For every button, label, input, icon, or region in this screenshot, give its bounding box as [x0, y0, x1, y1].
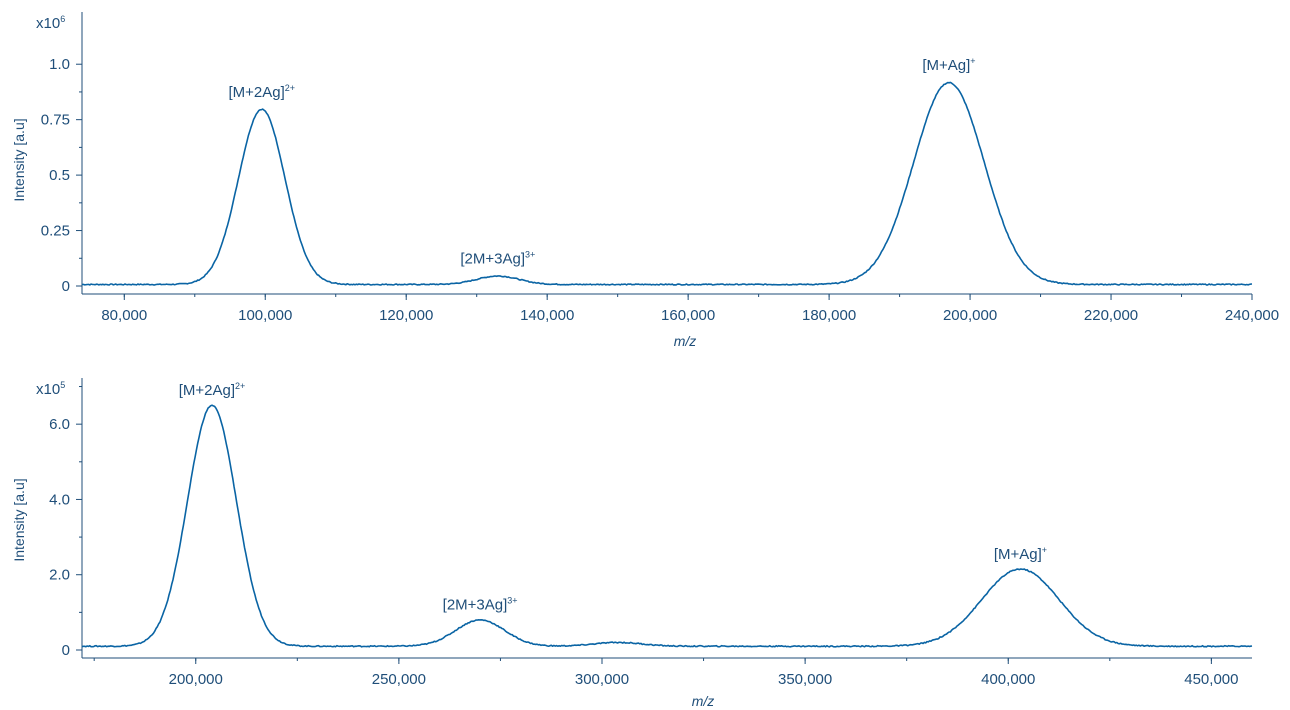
bottom-y-axis-title: Intensity [a.u] [11, 478, 27, 561]
bottom-y-multiplier: x105 [36, 380, 65, 398]
x-tick-label: 180,000 [802, 307, 856, 324]
x-tick-label: 350,000 [778, 671, 832, 688]
top-x-ticks: 80,000 100,000 120,000 140,000 160,000 180,00… [101, 294, 1279, 324]
y-tick-label: 0.25 [41, 223, 70, 240]
bottom-y-ticks: 0 2.0 4.0 6.0 [49, 386, 82, 659]
peak-label: [M+Ag]+ [922, 56, 975, 74]
y-tick-label: 0 [62, 278, 70, 295]
y-tick-label: 1.0 [49, 56, 70, 73]
bottom-x-axis-title: m/z [692, 693, 715, 709]
peak-label: [M+Ag]+ [994, 545, 1047, 563]
x-tick-label: 160,000 [661, 307, 715, 324]
peak-label: [M+2Ag]2+ [228, 83, 295, 101]
y-tick-label: 4.0 [49, 491, 70, 508]
x-tick-label: 220,000 [1084, 307, 1138, 324]
y-tick-label: 0.5 [49, 167, 70, 184]
x-tick-label: 300,000 [575, 671, 629, 688]
y-tick-label: 6.0 [49, 416, 70, 433]
top-y-ticks: 0 0.25 0.5 0.75 1.0 [41, 56, 82, 295]
x-tick-label: 250,000 [372, 671, 426, 688]
peak-label: [2M+3Ag]3+ [443, 596, 518, 614]
x-tick-label: 80,000 [101, 307, 147, 324]
y-tick-label: 0 [62, 642, 70, 659]
peak-label: [2M+3Ag]3+ [460, 250, 535, 268]
bottom-x-ticks: 200,000 250,000 300,000 350,000 400,000 450,0… [93, 658, 1238, 688]
x-tick-label: 200,000 [943, 307, 997, 324]
top-spectrum-line [81, 81, 1253, 286]
y-tick-label: 0.75 [41, 112, 70, 129]
x-tick-label: 240,000 [1225, 307, 1279, 324]
bottom-peak-labels: [M+2Ag]2+ [2M+3Ag]3+ [M+Ag]+ [179, 381, 1047, 614]
x-tick-label: 450,000 [1184, 671, 1238, 688]
x-tick-label: 200,000 [169, 671, 223, 688]
peak-label: [M+2Ag]2+ [179, 381, 246, 399]
top-spectrum-panel: x106 Intensity [a.u] m/z 80,000 100,000 12… [11, 12, 1279, 349]
top-peak-labels: [M+2Ag]2+ [2M+3Ag]3+ [M+Ag]+ [228, 56, 975, 267]
top-y-multiplier: x106 [36, 14, 65, 32]
y-tick-label: 2.0 [49, 567, 70, 584]
x-tick-label: 120,000 [379, 307, 433, 324]
top-y-axis-title: Intensity [a.u] [11, 118, 27, 201]
bottom-spectrum-line [81, 404, 1253, 648]
x-tick-label: 140,000 [520, 307, 574, 324]
bottom-spectrum-panel: x105 Intensity [a.u] m/z 200,000 250,000 3… [11, 378, 1253, 709]
top-x-axis-title: m/z [674, 333, 697, 349]
x-tick-label: 100,000 [238, 307, 292, 324]
x-tick-label: 400,000 [981, 671, 1035, 688]
